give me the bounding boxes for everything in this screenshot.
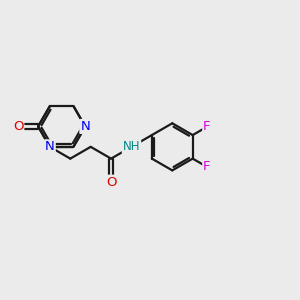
Text: O: O [106,176,116,189]
Text: F: F [203,160,211,173]
Text: F: F [203,120,211,133]
Text: O: O [13,120,23,133]
Text: N: N [80,120,90,133]
Text: N: N [45,140,55,153]
Text: NH: NH [123,140,140,153]
